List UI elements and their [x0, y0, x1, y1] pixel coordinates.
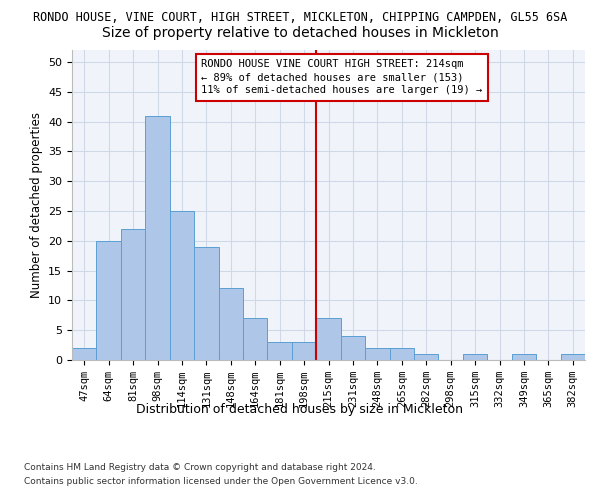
Bar — [389, 348, 414, 360]
Bar — [463, 354, 487, 360]
Bar — [268, 342, 292, 360]
Bar — [194, 246, 218, 360]
Bar — [560, 354, 585, 360]
Bar — [218, 288, 243, 360]
Bar — [414, 354, 439, 360]
Text: RONDO HOUSE, VINE COURT, HIGH STREET, MICKLETON, CHIPPING CAMPDEN, GL55 6SA: RONDO HOUSE, VINE COURT, HIGH STREET, MI… — [33, 11, 567, 24]
Text: Size of property relative to detached houses in Mickleton: Size of property relative to detached ho… — [101, 26, 499, 40]
Bar — [97, 241, 121, 360]
Bar — [121, 229, 145, 360]
Y-axis label: Number of detached properties: Number of detached properties — [29, 112, 43, 298]
Bar — [341, 336, 365, 360]
Bar — [243, 318, 268, 360]
Bar — [365, 348, 389, 360]
Bar — [72, 348, 97, 360]
Bar — [512, 354, 536, 360]
Text: RONDO HOUSE VINE COURT HIGH STREET: 214sqm
← 89% of detached houses are smaller : RONDO HOUSE VINE COURT HIGH STREET: 214s… — [202, 59, 483, 96]
Bar — [316, 318, 341, 360]
Bar — [145, 116, 170, 360]
Bar — [170, 211, 194, 360]
Text: Contains public sector information licensed under the Open Government Licence v3: Contains public sector information licen… — [24, 478, 418, 486]
Bar — [292, 342, 316, 360]
Text: Distribution of detached houses by size in Mickleton: Distribution of detached houses by size … — [137, 402, 464, 415]
Text: Contains HM Land Registry data © Crown copyright and database right 2024.: Contains HM Land Registry data © Crown c… — [24, 462, 376, 471]
